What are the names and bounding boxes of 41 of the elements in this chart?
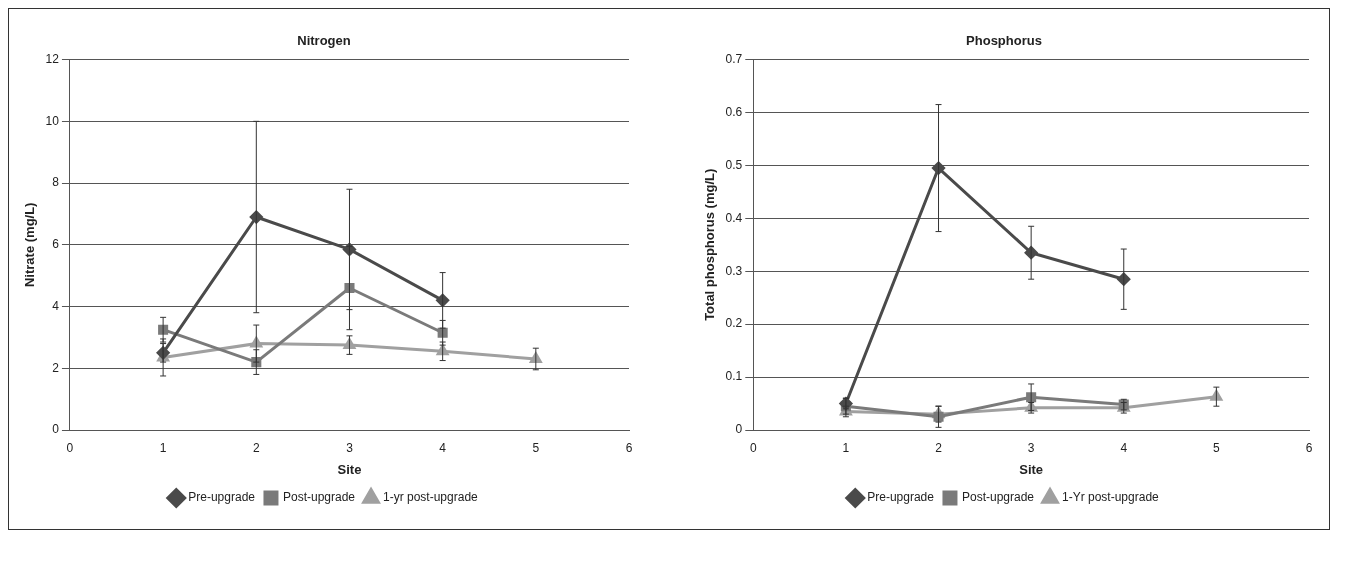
x-tick-label: 1 (842, 440, 850, 455)
y-tick-label: 0.1 (725, 369, 743, 384)
y-tick-label: 0.3 (725, 263, 743, 278)
chart-title: Phosphorus (966, 33, 1042, 49)
x-tick-label: 2 (252, 440, 260, 455)
x-tick-label: 0 (749, 440, 757, 455)
legend-label: Pre-upgrade (867, 490, 935, 505)
x-tick-label: 3 (1027, 440, 1035, 455)
y-axis-title: Nitrate (mg/L) (22, 202, 38, 288)
y-tick-label: 0.6 (725, 104, 743, 119)
x-tick-label: 6 (625, 440, 633, 455)
y-tick-label: 12 (45, 51, 60, 66)
y-tick-label: 4 (52, 298, 60, 313)
y-tick-label: 6 (52, 237, 60, 252)
y-tick-label: 0.4 (725, 210, 743, 225)
legend-label: Pre-upgrade (188, 490, 256, 505)
x-tick-label: 4 (1120, 440, 1128, 455)
legend-label: Post-upgrade (282, 490, 356, 505)
legend-label: Post-upgrade (961, 490, 1035, 505)
y-tick-label: 0.5 (725, 157, 743, 172)
y-tick-label: 10 (45, 113, 60, 128)
x-tick-label: 6 (1305, 440, 1313, 455)
x-axis-title: Site (337, 461, 362, 477)
y-tick-label: 0 (735, 422, 743, 437)
y-axis-title: Total phosphorus (mg/L) (702, 168, 718, 321)
x-tick-label: 2 (935, 440, 943, 455)
legend-label: 1-Yr post-upgrade (1062, 490, 1160, 505)
x-tick-label: 5 (532, 440, 540, 455)
y-tick-label: 0 (52, 422, 60, 437)
y-tick-label: 8 (52, 175, 60, 190)
x-tick-label: 1 (159, 440, 167, 455)
x-tick-label: 5 (1213, 440, 1221, 455)
y-tick-label: 2 (52, 360, 60, 375)
y-tick-label: 0.7 (725, 51, 743, 66)
x-axis-title: Site (1019, 461, 1044, 477)
x-tick-label: 0 (66, 440, 74, 455)
chart-title: Nitrogen (297, 33, 351, 49)
x-tick-label: 4 (439, 440, 447, 455)
y-tick-label: 0.2 (725, 316, 743, 331)
x-tick-label: 3 (346, 440, 354, 455)
legend-label: 1-yr post-upgrade (383, 490, 479, 505)
